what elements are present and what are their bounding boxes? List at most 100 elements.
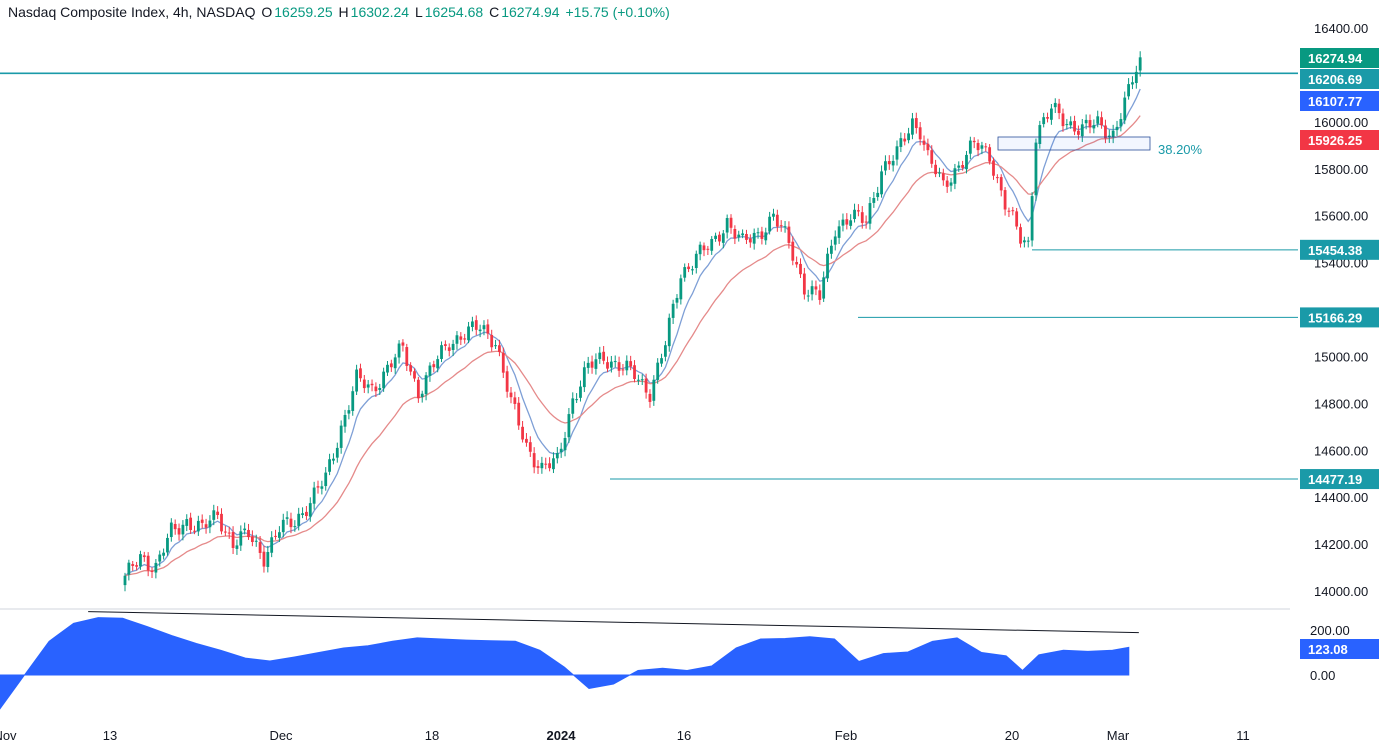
candle-body [536,466,540,468]
candle-body [563,438,567,451]
candle-body [1096,116,1100,124]
candle-body [1057,103,1061,114]
candle-body [1088,120,1092,128]
candle [139,550,142,570]
candle-body [305,511,308,517]
fib-box [997,136,1151,151]
candle [509,386,513,404]
candle [1104,119,1107,144]
candle-body [764,232,768,241]
candle-body [1061,113,1065,127]
candle-body [725,218,729,233]
candle [953,163,957,190]
time-axis[interactable]: Nov 13 Dec 18 2024 16 Feb 20 Mar 11 [0,728,1250,743]
candle [235,539,239,555]
candle-body [505,371,509,392]
candle-body [644,378,648,393]
candle-body [575,399,579,401]
candle-body [1019,227,1022,244]
price-tag: 14477.19 [1300,469,1379,490]
candle [988,144,992,165]
candle [208,515,212,534]
candle-body [386,364,389,373]
candle [648,389,652,408]
candle [347,405,351,420]
candle [362,374,366,393]
candle-body [220,513,223,532]
price-tag-label: 15166.29 [1308,310,1362,325]
candle-body [768,216,772,232]
cci-area [0,617,1130,710]
candle [146,552,150,577]
candle [428,362,432,382]
candle-body [397,343,401,358]
candle-body [1080,124,1084,137]
candle-body [501,353,505,373]
candle-body [826,253,829,279]
candle [1015,207,1019,230]
candle [957,161,961,172]
candle [899,132,903,153]
candle-body [258,542,262,553]
candle [922,135,926,151]
candle [1096,110,1100,128]
candle [220,508,223,535]
candle [413,368,416,382]
candle [432,360,436,373]
candle [1100,111,1103,129]
price-tag: 16206.69 [1300,69,1379,89]
horizontal-levels [0,72,1298,480]
candle [976,139,980,157]
candle-body [1134,71,1138,84]
candle-body [150,571,154,573]
candle [227,526,231,539]
candle [752,228,756,250]
candle [706,245,710,255]
candle [818,284,822,305]
candle-body [656,362,660,380]
candles[interactable] [123,51,1142,592]
candle [822,271,826,302]
candle-body [911,118,914,135]
cci-tag-label: 123.08 [1308,642,1348,657]
price-tag-label: 16274.94 [1308,51,1363,66]
time-tick-label: Dec [269,728,293,743]
candle [1073,115,1076,136]
time-tick-label: 20 [1005,728,1019,743]
candle [459,332,463,346]
candle [552,452,555,474]
candle-body [312,487,316,504]
cci-tag-bg [1300,639,1379,659]
candle [733,225,737,245]
candle [617,356,621,377]
candle-body [660,358,663,364]
price-tag-bg [1300,48,1379,68]
candle [764,227,768,245]
candle-body [378,387,382,390]
ma-fast-line [124,88,1141,577]
candle [451,339,455,357]
candle [1011,206,1015,216]
candle [223,525,227,536]
price-axis[interactable]: 14000.00 14200.00 14400.00 14600.00 14800.00… [1310,21,1368,683]
candle-body [235,545,239,549]
candle [806,289,810,302]
candle [606,356,609,373]
candle-body [756,232,760,234]
candle-body [621,369,625,371]
candle-body [142,555,146,558]
candle [1057,98,1061,120]
candle-body [818,290,822,300]
candle-body [451,343,455,350]
candle [486,319,490,339]
candle [555,446,559,464]
candle-body [146,555,150,571]
candle [984,143,988,152]
candle [1007,207,1011,218]
candle-body [555,453,559,459]
candle-body [428,365,432,376]
candle [745,229,748,245]
candle [640,374,644,385]
candle [258,536,262,559]
